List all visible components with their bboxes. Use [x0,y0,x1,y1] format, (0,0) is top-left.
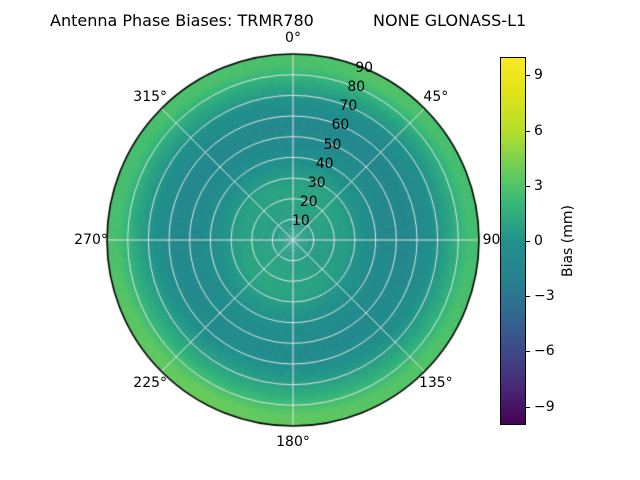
colorbar-tick-mark [526,351,530,353]
colorbar-tick-mark [526,75,530,77]
colorbar-tick-label: −9 [534,398,555,415]
colorbar-tick-label: 9 [534,67,543,84]
chart-subtitle: NONE GLONASS-L1 [373,11,527,30]
colorbar [500,57,526,425]
polar-heatmap-canvas [83,30,503,450]
colorbar-tick-label: −6 [534,343,555,360]
colorbar-tick-label: 0 [534,233,543,249]
colorbar-tick-mark [526,185,530,187]
colorbar-tick-label: 3 [534,177,543,194]
colorbar-tick-mark [526,406,530,408]
colorbar-tick-mark [526,296,530,298]
colorbar-tick-mark [526,130,530,132]
colorbar-tick-mark [526,241,530,242]
colorbar-tick-label: 6 [534,122,543,139]
chart-title: Antenna Phase Biases: TRMR780 [50,11,314,30]
colorbar-tick-label: −3 [534,288,555,305]
colorbar-gradient [501,58,525,424]
colorbar-label: Bias (mm) [560,204,576,278]
